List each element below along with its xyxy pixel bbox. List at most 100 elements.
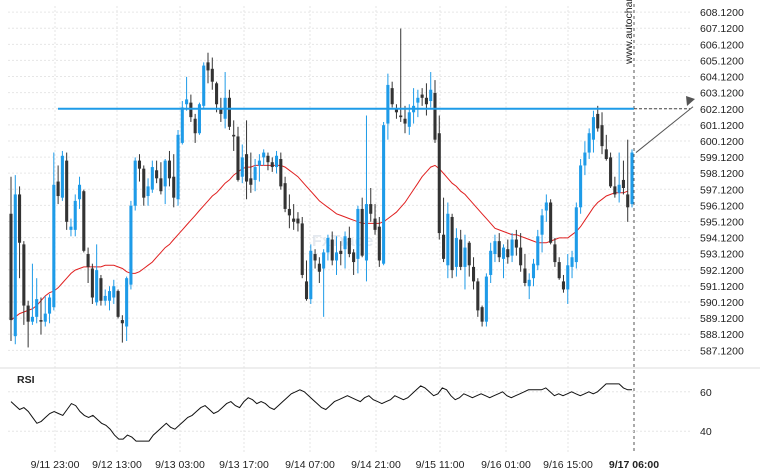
- candle: [137, 160, 142, 169]
- candle: [257, 160, 261, 166]
- candle: [90, 268, 94, 298]
- watermark: FxTrade: [312, 233, 373, 250]
- rsi-line: [10, 383, 632, 442]
- candle: [283, 183, 287, 209]
- candle: [450, 216, 454, 271]
- candle: [364, 204, 369, 261]
- candle: [52, 184, 56, 308]
- candle: [617, 184, 621, 193]
- candle: [215, 83, 219, 105]
- y-tick-label: 605.1200: [700, 55, 744, 67]
- candle: [185, 99, 189, 105]
- candle: [609, 157, 613, 187]
- candle: [18, 194, 22, 243]
- price-axis: 608.1200 607.1200 606.1200 605.1200 604.1200…: [700, 7, 744, 357]
- candle: [399, 115, 403, 118]
- candle: [133, 160, 137, 206]
- candle: [506, 249, 510, 258]
- candle: [9, 213, 13, 321]
- candle: [103, 295, 107, 301]
- candle: [600, 125, 604, 147]
- candle: [292, 218, 296, 222]
- candle: [155, 170, 159, 179]
- candle: [99, 278, 103, 301]
- y-tick-label: 589.1200: [700, 313, 744, 325]
- candle: [65, 160, 69, 222]
- candle: [416, 97, 420, 103]
- y-tick-label: 602.1200: [700, 104, 744, 116]
- candle: [322, 252, 326, 269]
- candle: [129, 205, 133, 285]
- candle: [403, 118, 407, 124]
- candle: [22, 244, 26, 306]
- candle: [77, 184, 82, 200]
- candle: [95, 270, 99, 303]
- x-tick-label: 9/16 01:00: [481, 459, 531, 471]
- x-tick-label: 9/13 03:00: [155, 459, 205, 471]
- candle: [56, 181, 60, 197]
- candle: [304, 281, 309, 300]
- candle: [197, 104, 201, 134]
- y-tick-label: 591.1200: [700, 281, 744, 293]
- candle: [120, 320, 124, 324]
- candle: [549, 202, 553, 243]
- candle: [484, 276, 488, 322]
- candle: [626, 194, 630, 208]
- candle: [180, 107, 184, 143]
- candle: [459, 239, 463, 267]
- candle: [245, 154, 249, 182]
- candle: [467, 242, 471, 266]
- candle: [540, 215, 544, 235]
- candle: [566, 265, 570, 290]
- candle: [386, 84, 390, 124]
- candle: [433, 92, 437, 140]
- rsi-panel: RSI 60 40: [8, 374, 712, 442]
- candle: [253, 167, 257, 180]
- candle: [210, 68, 214, 82]
- candle: [30, 316, 34, 322]
- candle: [163, 160, 167, 187]
- candle: [347, 237, 351, 255]
- x-tick-label: 9/12 13:00: [92, 459, 142, 471]
- candle: [69, 226, 73, 230]
- candle: [531, 263, 536, 279]
- candle: [270, 162, 274, 168]
- candle: [454, 237, 458, 267]
- moving-average: [10, 164, 628, 321]
- candle: [326, 237, 330, 253]
- candle: [43, 313, 47, 322]
- candle: [570, 257, 574, 267]
- ma-line: [10, 164, 628, 321]
- y-tick-label: 600.1200: [700, 136, 744, 148]
- y-tick-label: 601.1200: [700, 120, 744, 132]
- candle: [159, 178, 163, 192]
- candle: [519, 247, 523, 266]
- y-tick-label: 597.1200: [700, 184, 744, 196]
- candle: [262, 152, 266, 158]
- y-tick-label: 606.1200: [700, 39, 744, 51]
- x-tick-label: 9/14 07:00: [285, 459, 335, 471]
- y-tick-label: 594.1200: [700, 233, 744, 245]
- candle: [489, 250, 493, 275]
- y-tick-label: 603.1200: [700, 88, 744, 100]
- candle: [514, 239, 518, 248]
- x-tick-label: 9/11 23:00: [31, 459, 80, 471]
- candle: [339, 250, 343, 255]
- candle: [343, 236, 347, 250]
- candle: [472, 266, 476, 282]
- candle: [553, 244, 557, 263]
- candle: [300, 223, 304, 275]
- candle: [249, 178, 253, 185]
- candle: [583, 152, 587, 166]
- candle: [107, 291, 112, 301]
- candle: [48, 297, 52, 314]
- candle: [219, 109, 223, 114]
- candle: [613, 186, 617, 195]
- y-tick-label: 588.1200: [700, 329, 744, 341]
- candle: [202, 65, 206, 106]
- candle: [13, 194, 17, 337]
- candle: [73, 200, 77, 230]
- candle: [523, 268, 527, 284]
- y-tick-label: 607.1200: [700, 23, 744, 35]
- candle: [112, 286, 116, 298]
